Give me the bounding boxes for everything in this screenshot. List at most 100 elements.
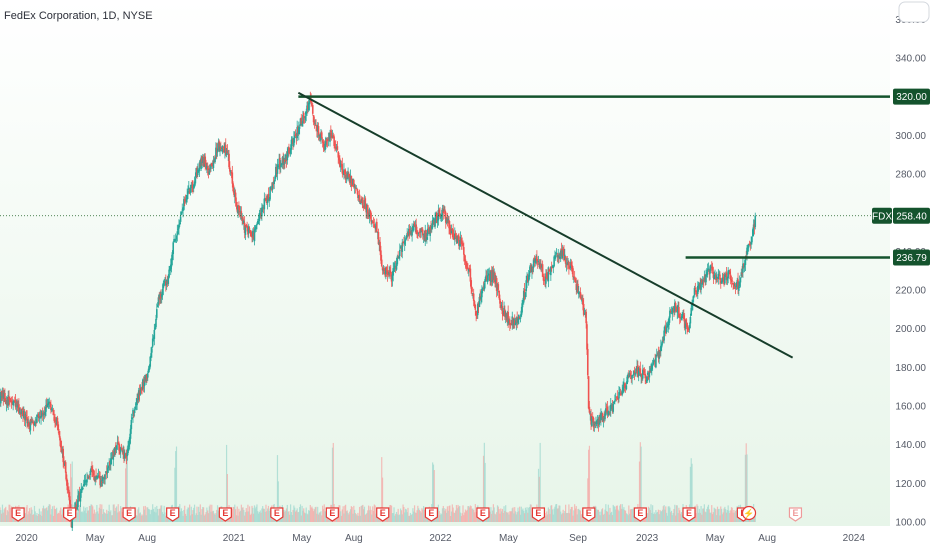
- earnings-badge[interactable]: [270, 507, 284, 522]
- earnings-marker[interactable]: E: [424, 507, 439, 522]
- volume-bar: [286, 504, 288, 522]
- time-axis[interactable]: 2020 May Aug 2021 May Aug 2022 May Sep 2023 May Aug…: [15, 533, 865, 544]
- earnings-badge[interactable]: [218, 507, 232, 522]
- candle-body: [281, 157, 284, 165]
- candle-body: [747, 243, 750, 248]
- earnings-marker[interactable]: E: [63, 507, 77, 522]
- earnings-marker[interactable]: E: [376, 507, 390, 522]
- price-tag-236[interactable]: 236.79: [893, 249, 930, 266]
- price-tag-236-bg[interactable]: [893, 249, 930, 266]
- price-tag-320[interactable]: 320.00: [893, 88, 930, 105]
- candle: [476, 310, 478, 320]
- candle-body: [726, 277, 729, 281]
- earnings-badge[interactable]: [166, 507, 180, 522]
- candle: [357, 189, 359, 201]
- symbol-tag[interactable]: FDX: [872, 207, 892, 224]
- earnings-marker[interactable]: E: [270, 507, 284, 522]
- earnings-badge[interactable]: [582, 507, 596, 522]
- earnings-badge[interactable]: [122, 507, 136, 522]
- candle-body: [151, 338, 154, 347]
- earnings-marker[interactable]: E: [11, 507, 25, 522]
- last-price-tag[interactable]: 258.40: [893, 207, 930, 224]
- candle-body: [718, 274, 720, 276]
- earnings-marker[interactable]: E: [325, 507, 339, 522]
- earnings-badge[interactable]: [682, 507, 696, 522]
- settings-button[interactable]: [898, 1, 930, 23]
- volume-bar: [716, 506, 719, 522]
- downtrend-line[interactable]: [297, 91, 794, 359]
- earnings-badge[interactable]: [531, 507, 546, 522]
- earnings-marker[interactable]: E: [682, 507, 696, 522]
- candle: [602, 415, 605, 428]
- candle: [429, 225, 431, 242]
- volume-bar: [652, 505, 654, 522]
- volume-bar: [284, 511, 286, 522]
- candle-body: [307, 105, 309, 110]
- symbol-tag-bg[interactable]: [872, 207, 892, 224]
- earnings-marker[interactable]: E: [218, 507, 232, 522]
- earnings-badge[interactable]: [633, 507, 647, 522]
- volume-bar: [680, 512, 682, 522]
- candle-body: [176, 231, 179, 236]
- candle-body: [729, 271, 731, 275]
- price-tag-320-bg[interactable]: [893, 88, 930, 105]
- earnings-badge[interactable]: [476, 507, 490, 522]
- candle-body: [8, 396, 10, 400]
- earnings-marker[interactable]: E: [166, 507, 180, 522]
- candle-body: [349, 175, 352, 184]
- volume-bar: [236, 506, 238, 522]
- candle-body: [393, 268, 395, 270]
- earnings-badge[interactable]: [325, 507, 339, 522]
- candle: [148, 364, 151, 372]
- candle: [57, 421, 60, 434]
- volume-bar: [569, 513, 571, 522]
- volume-bar: [189, 504, 191, 522]
- dividend-badge[interactable]: [741, 505, 757, 521]
- candle: [229, 161, 231, 175]
- candle: [146, 370, 149, 382]
- earnings-badge[interactable]: [376, 507, 390, 522]
- earnings-badge[interactable]: [11, 507, 25, 522]
- settings-button-frame[interactable]: [898, 1, 930, 23]
- candle: [154, 323, 156, 330]
- earnings-marker[interactable]: E: [633, 507, 647, 522]
- candle-body: [301, 123, 303, 126]
- candle-body: [571, 265, 573, 270]
- earnings-badge[interactable]: [788, 507, 803, 522]
- candle: [281, 155, 284, 169]
- candle: [288, 148, 291, 155]
- volume-bar: [557, 508, 559, 522]
- candle-body: [253, 229, 256, 242]
- candle-body: [84, 480, 87, 483]
- volume-bar: [47, 505, 50, 522]
- candle-body: [238, 210, 241, 213]
- candle-body: [211, 164, 214, 167]
- volume-bar: [539, 442, 541, 522]
- earnings-marker[interactable]: E: [476, 507, 490, 522]
- last-price-tag-bg[interactable]: [893, 207, 930, 224]
- candle: [636, 359, 638, 377]
- candle-body: [744, 256, 747, 265]
- candle: [418, 228, 421, 238]
- volume-bar: [144, 505, 146, 522]
- earnings-badge[interactable]: [424, 507, 439, 522]
- dividend-marker[interactable]: ⚡: [741, 505, 757, 521]
- earnings-badge[interactable]: [63, 507, 77, 522]
- candle-body: [508, 320, 510, 324]
- candle: [415, 218, 418, 235]
- candle: [86, 472, 88, 486]
- candle: [495, 275, 498, 298]
- earnings-marker[interactable]: E: [122, 507, 136, 522]
- candle: [574, 277, 577, 284]
- earnings-marker[interactable]: E: [582, 507, 596, 522]
- volume-bar: [320, 511, 322, 522]
- earnings-marker[interactable]: E: [788, 507, 803, 522]
- candle: [556, 252, 559, 263]
- price-axis[interactable]: 100.00120.00140.00160.00180.00200.00220.…: [872, 15, 930, 529]
- volume-bar: [620, 508, 623, 522]
- volume-bar: [732, 512, 734, 522]
- candle: [445, 217, 448, 225]
- candle-body: [508, 319, 511, 325]
- earnings-marker[interactable]: E: [531, 507, 546, 522]
